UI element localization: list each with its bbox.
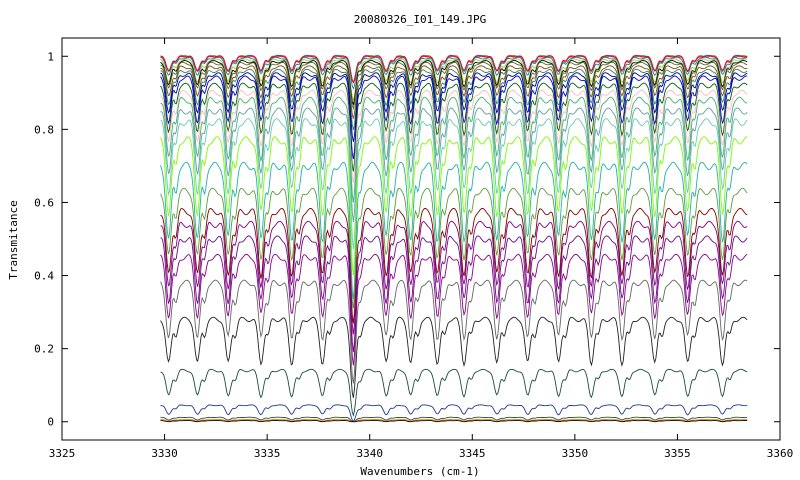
y-tick-label: 0.8 [34, 123, 54, 136]
series-line [160, 316, 748, 398]
series-layer [160, 55, 748, 423]
series-line [160, 60, 748, 106]
series-line [160, 56, 748, 90]
series-line [160, 61, 748, 111]
series-line [160, 235, 748, 352]
series-line [160, 404, 748, 423]
series-line [160, 82, 748, 172]
chart-title: 20080326_I01_149.JPG [354, 13, 486, 26]
y-tick-label: 1 [47, 50, 54, 63]
series-line [160, 420, 748, 423]
series-line [160, 55, 748, 84]
y-tick-label: 0.2 [34, 343, 54, 356]
series-line [160, 58, 748, 102]
x-tick-label: 3345 [459, 447, 486, 460]
x-tick-label: 3350 [562, 447, 589, 460]
series-line [160, 253, 748, 366]
series-line [160, 118, 748, 250]
series-line [160, 187, 748, 309]
series-line [160, 220, 748, 335]
ticks-layer: 3325 3330 3335 3340 3345 3350 3355 3360 0 0.2 0.4 0… [34, 38, 793, 460]
series-line [160, 75, 748, 160]
x-tick-label: 3325 [49, 447, 76, 460]
series-line [160, 96, 748, 203]
y-axis-label: Transmitance [7, 200, 20, 279]
series-line [160, 416, 748, 423]
plot-frame [61, 37, 781, 441]
x-tick-label: 3360 [767, 447, 794, 460]
series-line [160, 136, 748, 276]
x-axis-label: Wavenumbers (cm-1) [360, 465, 479, 478]
series-line [160, 68, 748, 131]
x-tick-label: 3330 [151, 447, 178, 460]
series-line [160, 89, 748, 184]
x-tick-label: 3335 [254, 447, 281, 460]
series-line [160, 419, 748, 423]
series-line [160, 161, 748, 300]
series-line [160, 107, 748, 222]
x-tick-label: 3340 [356, 447, 383, 460]
series-line [160, 207, 748, 324]
y-tick-label: 0.4 [34, 270, 54, 283]
series-line [160, 65, 748, 119]
y-tick-label: 0.6 [34, 196, 54, 209]
series-line [160, 279, 748, 384]
y-tick-label: 0 [47, 416, 54, 429]
series-line [160, 72, 748, 142]
series-line [160, 368, 748, 418]
x-tick-label: 3355 [664, 447, 691, 460]
